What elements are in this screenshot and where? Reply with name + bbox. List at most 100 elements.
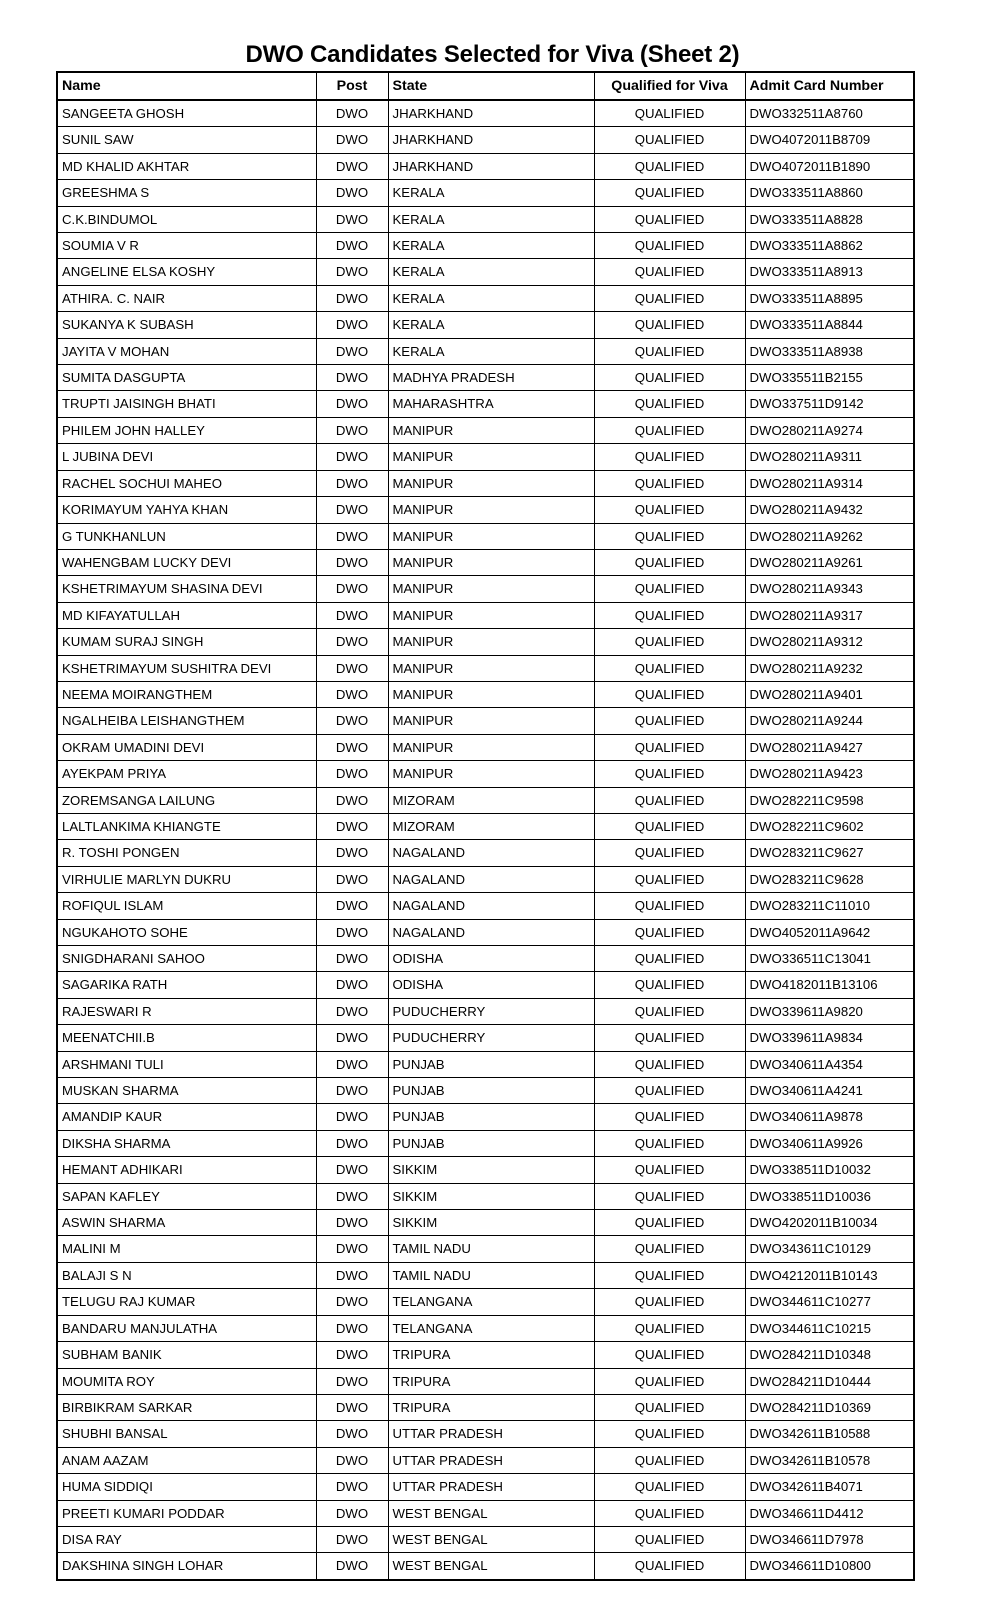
cell-post: DWO (315, 1341, 389, 1369)
table-row: ATHIRA. C. NAIR DWO KERALA QUALIFIED DWO3335… (56, 284, 915, 313)
cell-admit: DWO282211C9598 (744, 786, 915, 814)
cell-qual: QUALIFIED (593, 786, 746, 814)
cell-admit: DWO4052011A9642 (744, 918, 915, 947)
cell-admit: DWO280211A9401 (744, 680, 915, 709)
cell-post: DWO (315, 1182, 389, 1211)
table-row: KORIMAYUM YAHYA KHAN DWO MANIPUR QUALIFIED D… (56, 496, 915, 524)
cell-qual: QUALIFIED (593, 971, 746, 999)
table-row: DAKSHINA SINGH LOHAR DWO WEST BENGAL QUALIF… (56, 1552, 915, 1581)
cell-qual: QUALIFIED (593, 232, 746, 260)
cell-post: DWO (315, 1473, 389, 1501)
column-header-qualified-for-viva: Qualified for Viva (593, 71, 746, 101)
cell-state: MANIPUR (387, 443, 595, 471)
column-header-admit-card-number: Admit Card Number (744, 71, 915, 101)
cell-name: SHUBHI BANSAL (56, 1420, 317, 1448)
table-row: AMANDIP KAUR DWO PUNJAB QUALIFIED DWO340611A… (56, 1103, 915, 1131)
cell-qual: QUALIFIED (593, 337, 746, 366)
cell-name: DIKSHA SHARMA (56, 1129, 317, 1158)
cell-qual: QUALIFIED (593, 707, 746, 735)
cell-name: MUSKAN SHARMA (56, 1077, 317, 1105)
table-row: KUMAM SURAJ SINGH DWO MANIPUR QUALIFIED DWO2… (56, 628, 915, 656)
table-row: TRUPTI JAISINGH BHATI DWO MAHARASHTRA QUALI… (56, 390, 915, 418)
table-row: VIRHULIE MARLYN DUKRU DWO NAGALAND QUALIFIE… (56, 865, 915, 894)
cell-admit: DWO280211A9427 (744, 733, 915, 762)
cell-admit: DWO346611D7978 (744, 1525, 915, 1554)
cell-post: DWO (315, 364, 389, 392)
cell-post: DWO (315, 1261, 389, 1290)
cell-post: DWO (315, 99, 389, 128)
cell-admit: DWO280211A9343 (744, 575, 915, 603)
cell-name: MALINI M (56, 1235, 317, 1263)
cell-admit: DWO339611A9820 (744, 997, 915, 1026)
table-row: BANDARU MANJULATHA DWO TELANGANA QUALIFIED D… (56, 1314, 915, 1343)
cell-state: SIKKIM (387, 1209, 595, 1237)
cell-admit: DWO342611B10578 (744, 1446, 915, 1475)
cell-post: DWO (315, 918, 389, 947)
table-row: BIRBIKRAM SARKAR DWO TRIPURA QUALIFIED DWO28… (56, 1393, 915, 1422)
cell-qual: QUALIFIED (593, 1341, 746, 1369)
cell-qual: QUALIFIED (593, 179, 746, 207)
cell-post: DWO (315, 337, 389, 366)
cell-admit: DWO333511A8938 (744, 337, 915, 366)
table-row: LALTLANKIMA KHIANGTE DWO MIZORAM QUALIFIED D… (56, 812, 915, 841)
table-header-row: Name Post State Qualified for Viva Admit… (56, 71, 915, 101)
cell-post: DWO (315, 1525, 389, 1554)
cell-admit: DWO333511A8862 (744, 232, 915, 260)
cell-post: DWO (315, 892, 389, 920)
cell-qual: QUALIFIED (593, 1209, 746, 1237)
cell-post: DWO (315, 311, 389, 339)
cell-post: DWO (315, 232, 389, 260)
table-row: ARSHMANI TULI DWO PUNJAB QUALIFIED DWO340611… (56, 1050, 915, 1079)
cell-name: ANGELINE ELSA KOSHY (56, 258, 317, 286)
cell-qual: QUALIFIED (593, 654, 746, 682)
cell-qual: QUALIFIED (593, 1314, 746, 1343)
cell-qual: QUALIFIED (593, 1182, 746, 1211)
cell-qual: QUALIFIED (593, 1525, 746, 1554)
cell-admit: DWO340611A9926 (744, 1129, 915, 1158)
cell-name: KSHETRIMAYUM SUSHITRA DEVI (56, 654, 317, 682)
cell-name: SUBHAM BANIK (56, 1341, 317, 1369)
table-row: DIKSHA SHARMA DWO PUNJAB QUALIFIED DWO340611… (56, 1129, 915, 1158)
cell-name: GREESHMA S (56, 179, 317, 207)
cell-state: KERALA (387, 311, 595, 339)
cell-post: DWO (315, 522, 389, 550)
cell-name: SOUMIA V R (56, 232, 317, 260)
cell-post: DWO (315, 1077, 389, 1105)
table-row: SUBHAM BANIK DWO TRIPURA QUALIFIED DWO284211… (56, 1341, 915, 1369)
cell-qual: QUALIFIED (593, 760, 746, 788)
cell-name: MD KHALID AKHTAR (56, 152, 317, 181)
cell-qual: QUALIFIED (593, 1261, 746, 1290)
cell-admit: DWO280211A9432 (744, 496, 915, 524)
cell-state: UTTAR PRADESH (387, 1446, 595, 1475)
cell-admit: DWO284211D10444 (744, 1367, 915, 1395)
cell-admit: DWO342611B4071 (744, 1473, 915, 1501)
column-header-state: State (387, 71, 595, 101)
cell-state: PUDUCHERRY (387, 1024, 595, 1052)
table-row: ASWIN SHARMA DWO SIKKIM QUALIFIED DWO4202011… (56, 1209, 915, 1237)
cell-admit: DWO280211A9244 (744, 707, 915, 735)
table-row: MD KHALID AKHTAR DWO JHARKHAND QUALIFIED DWO… (56, 152, 915, 181)
candidates-table-container: Name Post State Qualified for Viva Admit… (56, 71, 915, 1581)
table-row: SUMITA DASGUPTA DWO MADHYA PRADESH QUALIFIE… (56, 364, 915, 392)
cell-qual: QUALIFIED (593, 628, 746, 656)
cell-qual: QUALIFIED (593, 1473, 746, 1501)
cell-qual: QUALIFIED (593, 1156, 746, 1184)
cell-admit: DWO4212011B10143 (744, 1261, 915, 1290)
cell-post: DWO (315, 1367, 389, 1395)
table-row: HUMA SIDDIQI DWO UTTAR PRADESH QUALIFIED DWO… (56, 1473, 915, 1501)
cell-admit: DWO283211C9627 (744, 839, 915, 867)
cell-admit: DWO282211C9602 (744, 812, 915, 841)
cell-post: DWO (315, 205, 389, 234)
cell-state: MANIPUR (387, 496, 595, 524)
cell-state: PUNJAB (387, 1050, 595, 1079)
cell-qual: QUALIFIED (593, 152, 746, 181)
cell-qual: QUALIFIED (593, 944, 746, 973)
cell-qual: QUALIFIED (593, 601, 746, 630)
cell-state: MANIPUR (387, 575, 595, 603)
cell-admit: DWO280211A9261 (744, 548, 915, 577)
cell-name: BIRBIKRAM SARKAR (56, 1393, 317, 1422)
column-header-name: Name (56, 71, 317, 101)
cell-name: DISA RAY (56, 1525, 317, 1554)
cell-qual: QUALIFIED (593, 1024, 746, 1052)
cell-post: DWO (315, 971, 389, 999)
